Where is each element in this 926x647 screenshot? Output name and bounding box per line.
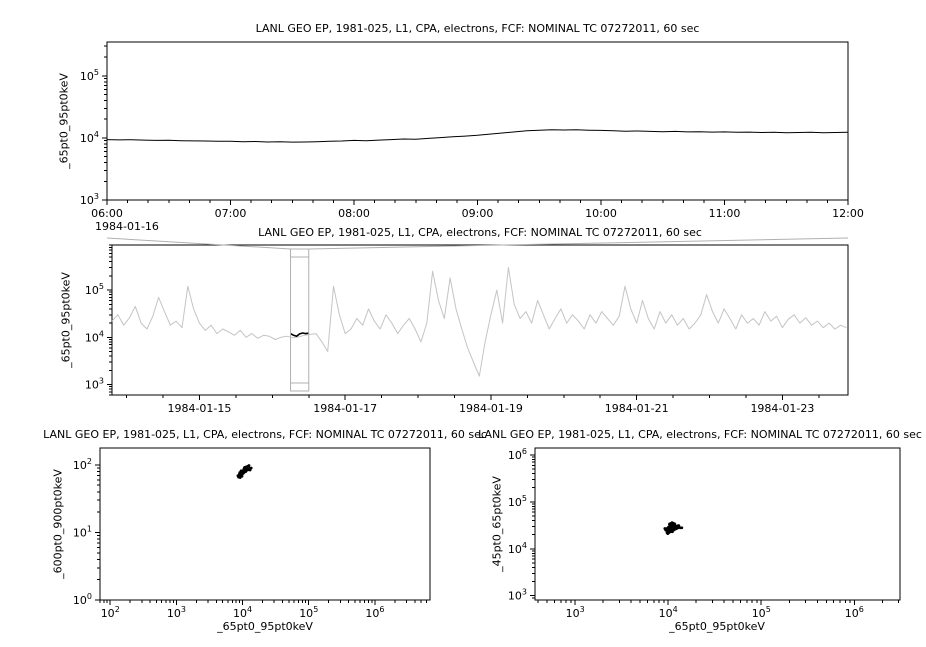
context-chart-title: LANL GEO EP, 1981-025, L1, CPA, electron… [258,226,702,239]
tick-label: 104 [80,130,99,145]
tick-label: 105 [85,282,104,297]
data-point [242,468,246,472]
data-point [671,530,674,534]
plot-frame [534,447,901,601]
tick-label: 105 [299,605,318,620]
plot-frame [99,447,431,601]
data-point [248,467,252,471]
tick-label: 100 [73,592,92,607]
tick-label: 1984-01-23 [750,402,814,415]
plot-frame [106,41,849,201]
plot-canvas: 100 101 102 102 103 104 105 106 [73,447,431,620]
plot-canvas: 103 104 105 06:00 07:00 08:00 09:00 10:00 11:00 1… [80,41,864,220]
scatter-left-ylabel: _600pt0_900pt0keV [51,469,65,579]
scatter-right-xlabel: _65pt0_95pt0keV [669,620,765,633]
tick-label: 103 [566,605,585,620]
top-chart-plot[interactable]: 103 104 105 06:00 07:00 08:00 09:00 10:00 11:00 1… [80,41,864,220]
top-chart-ylabel: _65pt0_95pt0keV [57,73,71,169]
tick-label: 102 [73,457,92,472]
top-chart-title: LANL GEO EP, 1981-025, L1, CPA, electron… [255,22,700,35]
tick-label: 07:00 [215,207,247,220]
tick-label: 1984-01-17 [313,402,377,415]
data-point [664,528,668,532]
series-line [106,129,849,143]
tick-label: 10:00 [585,207,617,220]
axis-ticks [95,464,427,605]
data-point [236,474,240,478]
scatter-right-ylabel: _45pt0_65pt0keV [490,476,504,572]
tick-label: 105 [80,68,99,83]
scatter-left-xlabel: _65pt0_95pt0keV [217,620,313,633]
axis-ticks [107,244,820,400]
tick-label: 104 [659,605,678,620]
data-point [680,526,684,530]
tick-label: 102 [101,605,120,620]
data-point [672,527,676,531]
data-point [239,475,242,479]
tick-label: 12:00 [832,207,864,220]
tick-label: 1984-01-21 [605,402,669,415]
data-point [668,523,671,526]
data-point [675,524,678,528]
data-point [670,526,674,530]
tick-label: 103 [167,605,186,620]
tick-label: 103 [80,192,99,207]
data-point [238,471,242,474]
data-point [667,525,671,529]
data-point [673,522,676,526]
scatter-left-plot[interactable]: 100 101 102 102 103 104 105 106 [73,447,431,620]
plot-canvas: 103 104 105 106 103 104 105 106 [508,447,901,620]
tick-label: 104 [85,329,104,344]
data-point [244,465,248,469]
tick-label: 08:00 [338,207,370,220]
tick-label: 101 [73,524,92,539]
data-point [240,470,244,474]
tick-label: 06:00 [91,207,123,220]
scatter-right-title: LANL GEO EP, 1981-025, L1, CPA, electron… [478,428,922,441]
axis-ticks [102,45,849,205]
series-line [111,267,847,377]
tick-label: 106 [365,605,384,620]
tick-label: 103 [85,377,104,392]
tick-label: 106 [508,447,527,462]
tick-label: 104 [233,605,252,620]
context-chart-plot[interactable]: 103 104 105 1984-01-15 1984-01-17 1984-01-19 1… [85,244,849,415]
tick-label: 106 [845,605,864,620]
tick-label: 09:00 [462,207,494,220]
scatter-left-title: LANL GEO EP, 1981-025, L1, CPA, electron… [43,428,487,441]
top-chart-date-label: 1984-01-16 [95,220,159,233]
axis-ticks [530,454,900,605]
tick-label: 11:00 [709,207,741,220]
data-point [665,531,669,535]
tick-label: 103 [508,588,527,603]
context-chart-ylabel: _65pt0_95pt0keV [59,272,73,368]
scatter-right-plot[interactable]: 103 104 105 106 103 104 105 106 [508,447,901,620]
plot-canvas: 103 104 105 1984-01-15 1984-01-17 1984-01-19 1… [85,244,849,415]
tick-label: 104 [508,541,527,556]
tick-label: 105 [752,605,771,620]
tick-label: 1984-01-15 [167,402,231,415]
tick-label: 105 [508,494,527,509]
tick-label: 1984-01-19 [459,402,523,415]
